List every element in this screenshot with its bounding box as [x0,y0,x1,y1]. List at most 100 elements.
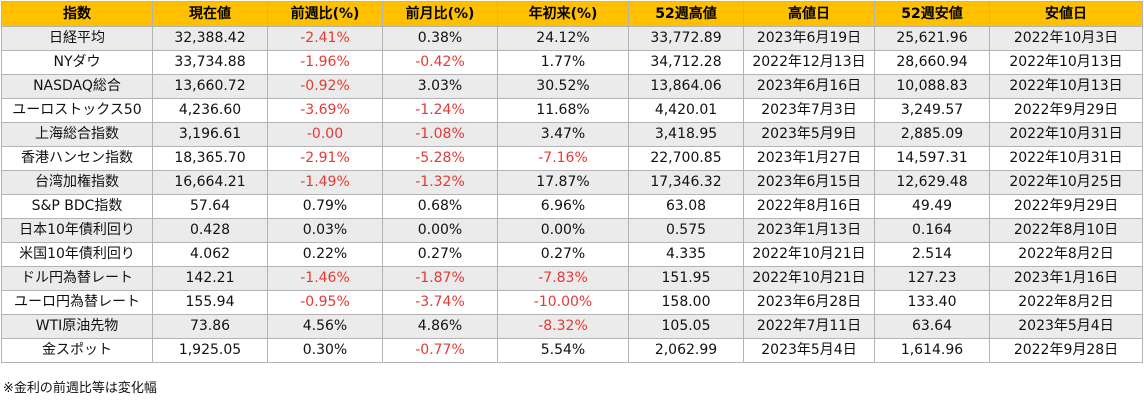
value-cell: 24.12% [497,26,629,51]
value-cell: 12,629.48 [874,170,990,195]
table-row: 上海総合指数 3,196.61 -0.00 -1.08% 3.47% 3,418.95 20… [1,122,1143,147]
value-cell: -2.91% [267,146,383,171]
value-cell: 0.164 [874,218,990,243]
index-name-cell: 金スポット [1,338,153,363]
index-name-cell: ユーロストックス50 [1,98,153,123]
value-cell: 0.30% [267,338,383,363]
value-cell: -1.87% [382,266,498,291]
index-name-cell: 日経平均 [1,26,153,51]
value-cell: 13,864.06 [628,74,744,99]
value-cell: 3.47% [497,122,629,147]
value-cell: 73.86 [152,314,268,339]
value-cell: 2022年10月31日 [989,146,1143,171]
index-name-cell: S&P BDC指数 [1,194,153,219]
value-cell: 2023年5月4日 [989,314,1143,339]
value-cell: 10,088.83 [874,74,990,99]
table-body: 日経平均 32,388.42 -2.41% 0.38% 24.12% 33,772.89 2… [1,26,1143,363]
value-cell: 0.79% [267,194,383,219]
value-cell: 3.03% [382,74,498,99]
column-header: 指数 [1,1,153,27]
value-cell: 3,418.95 [628,122,744,147]
value-cell: 2022年10月3日 [989,26,1143,51]
value-cell: 3,196.61 [152,122,268,147]
value-cell: 0.68% [382,194,498,219]
value-cell: -1.49% [267,170,383,195]
column-header: 前週比(%) [267,1,383,27]
value-cell: 155.94 [152,290,268,315]
index-name-cell: ドル円為替レート [1,266,153,291]
value-cell: 105.05 [628,314,744,339]
value-cell: 28,660.94 [874,50,990,75]
value-cell: -7.16% [497,146,629,171]
value-cell: 0.22% [267,242,383,267]
value-cell: 34,712.28 [628,50,744,75]
value-cell: -0.00 [267,122,383,147]
table-row: ユーロ円為替レート 155.94 -0.95% -3.74% -10.00% 158.00… [1,290,1143,315]
table-row: ドル円為替レート 142.21 -1.46% -1.87% -7.83% 151.95 20… [1,266,1143,291]
value-cell: -1.24% [382,98,498,123]
table-row: 日本10年債利回り 0.428 0.03% 0.00% 0.00% 0.575 2023年1… [1,218,1143,243]
value-cell: 2022年7月11日 [743,314,875,339]
value-cell: 158.00 [628,290,744,315]
value-cell: 0.00% [382,218,498,243]
value-cell: 2023年6月16日 [743,74,875,99]
index-name-cell: WTI原油先物 [1,314,153,339]
value-cell: -7.83% [497,266,629,291]
value-cell: 33,772.89 [628,26,744,51]
value-cell: -1.32% [382,170,498,195]
value-cell: -0.92% [267,74,383,99]
value-cell: 1,614.96 [874,338,990,363]
footnote: ※金利の前週比等は変化幅 [3,381,157,396]
value-cell: 0.38% [382,26,498,51]
index-name-cell: 米国10年債利回り [1,242,153,267]
value-cell: 2022年9月29日 [989,98,1143,123]
value-cell: 4.56% [267,314,383,339]
value-cell: 0.27% [497,242,629,267]
table-row: NASDAQ総合 13,660.72 -0.92% 3.03% 30.52% 13,864… [1,74,1143,99]
value-cell: 49.49 [874,194,990,219]
value-cell: 2022年9月28日 [989,338,1143,363]
value-cell: 63.08 [628,194,744,219]
column-header: 現在値 [152,1,268,27]
column-header: 52週安値 [874,1,990,27]
value-cell: 133.40 [874,290,990,315]
value-cell: 2022年10月13日 [989,50,1143,75]
table-row: 米国10年債利回り 4.062 0.22% 0.27% 0.27% 4.335 2022年1… [1,242,1143,267]
value-cell: 4,420.01 [628,98,744,123]
value-cell: 18,365.70 [152,146,268,171]
value-cell: 2.514 [874,242,990,267]
value-cell: 2022年10月31日 [989,122,1143,147]
value-cell: 2022年8月2日 [989,242,1143,267]
value-cell: 2023年1月13日 [743,218,875,243]
column-header: 52週高値 [628,1,744,27]
value-cell: 2022年12月13日 [743,50,875,75]
column-header: 高値日 [743,1,875,27]
value-cell: 2022年10月25日 [989,170,1143,195]
column-header: 前月比(%) [382,1,498,27]
value-cell: 0.03% [267,218,383,243]
value-cell: 2022年10月21日 [743,242,875,267]
index-name-cell: NASDAQ総合 [1,74,153,99]
value-cell: 127.23 [874,266,990,291]
value-cell: 17.87% [497,170,629,195]
column-header: 年初来(%) [497,1,629,27]
value-cell: 2022年8月2日 [989,290,1143,315]
value-cell: 142.21 [152,266,268,291]
value-cell: -0.77% [382,338,498,363]
value-cell: 2022年9月29日 [989,194,1143,219]
value-cell: 4.062 [152,242,268,267]
value-cell: 2023年5月9日 [743,122,875,147]
value-cell: 30.52% [497,74,629,99]
value-cell: 2,062.99 [628,338,744,363]
table-row: 香港ハンセン指数 18,365.70 -2.91% -5.28% -7.16% 22,70… [1,146,1143,171]
value-cell: 151.95 [628,266,744,291]
value-cell: 57.64 [152,194,268,219]
value-cell: 4,236.60 [152,98,268,123]
value-cell: 63.64 [874,314,990,339]
table-row: 金スポット 1,925.05 0.30% -0.77% 5.54% 2,062.99 202… [1,338,1143,363]
table-row: NYダウ 33,734.88 -1.96% -0.42% 1.77% 34,712.28 2… [1,50,1143,75]
index-name-cell: NYダウ [1,50,153,75]
index-name-cell: ユーロ円為替レート [1,290,153,315]
value-cell: 33,734.88 [152,50,268,75]
value-cell: 22,700.85 [628,146,744,171]
